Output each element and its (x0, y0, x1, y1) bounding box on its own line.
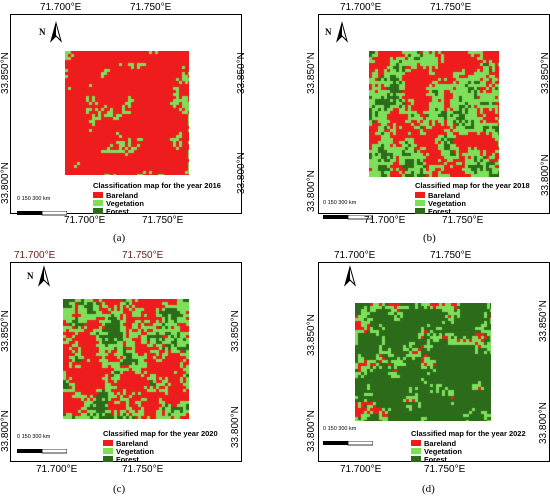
panel-d: N Classified map for the year 2022 Barel… (318, 262, 550, 464)
legend-vegetation: Vegetation (428, 198, 466, 208)
legend-vegetation: Vegetation (116, 446, 154, 456)
legend-forest: Forest (106, 206, 129, 216)
north-label: N (39, 27, 46, 37)
lat-left-2: 33.800°N (306, 410, 317, 452)
lon-bottom-1: 71.700°E (340, 464, 382, 475)
lat-left-2: 33.800°N (0, 410, 11, 452)
scale-labels: 0 150 300 km (323, 200, 357, 206)
forest-swatch (411, 456, 421, 462)
legend-bareland: Bareland (428, 190, 461, 200)
scale-labels: 0 150 300 km (323, 426, 357, 432)
lon-top-2: 71.750°E (430, 250, 472, 261)
map-raster (63, 299, 189, 419)
classification-map (65, 51, 189, 175)
lat-left-1: 33.850°N (306, 52, 317, 94)
bareland-swatch (103, 440, 113, 446)
caption-b: (b) (423, 232, 436, 244)
caption-d: (d) (422, 483, 435, 495)
bareland-swatch (93, 192, 103, 198)
lat-right-2: 33.800°N (540, 154, 550, 196)
lat-left-1: 33.850°N (306, 314, 317, 356)
scale-labels: 0 150 300 km (17, 196, 51, 202)
forest-swatch (103, 456, 113, 462)
lon-bottom-2: 71.750°E (424, 464, 466, 475)
legend-vegetation: Vegetation (424, 446, 462, 456)
legend-title: Classified map for the year 2018 (415, 181, 530, 190)
lat-right-2: 33.800°N (230, 406, 241, 448)
lon-bottom-2: 71.750°E (122, 464, 164, 475)
legend-forest: Forest (424, 454, 447, 464)
caption-a: (a) (113, 232, 126, 244)
classification-map (355, 303, 491, 421)
north-label: N (325, 27, 332, 37)
map-legend: Classified map for the year 2022 Barelan… (411, 429, 526, 464)
lon-top-1: 71.700°E (14, 250, 56, 261)
lon-bottom-2: 71.750°E (442, 215, 484, 226)
lat-left-1: 33.850°N (0, 52, 11, 94)
bareland-swatch (411, 440, 421, 446)
legend-title: Classification map for the year 2016 (93, 181, 221, 190)
forest-swatch (93, 208, 103, 214)
lon-bottom-1: 71.700°E (64, 215, 106, 226)
legend-forest: Forest (428, 206, 451, 216)
lat-right-1: 33.850°N (540, 52, 550, 94)
lon-bottom-1: 71.700°E (36, 464, 78, 475)
north-arrow-icon: N (39, 21, 65, 43)
legend-bareland: Bareland (106, 190, 139, 200)
legend-vegetation: Vegetation (106, 198, 144, 208)
vegetation-swatch (103, 448, 113, 454)
legend-forest: Forest (116, 454, 139, 464)
map-legend: Classification map for the year 2016 Bar… (93, 181, 221, 216)
lat-right-1: 33.850°N (538, 300, 549, 342)
scale-bar (323, 433, 374, 451)
north-arrow-icon: N (27, 265, 53, 287)
lat-right-1: 33.850°N (230, 310, 241, 352)
north-label: N (27, 271, 34, 281)
north-arrow-icon: N (337, 265, 363, 287)
map-legend: Classified map for the year 2020 Barelan… (103, 429, 218, 464)
legend-bareland: Bareland (424, 438, 457, 448)
caption-c: (c) (113, 483, 126, 495)
lon-top-1: 71.700°E (340, 2, 382, 13)
classification-map (63, 299, 189, 419)
scale-bar (17, 203, 68, 221)
lat-left-2: 33.800°N (306, 170, 317, 212)
lon-top-2: 71.750°E (430, 2, 472, 13)
vegetation-swatch (411, 448, 421, 454)
map-raster (65, 51, 189, 175)
lon-bottom-1: 71.700°E (364, 215, 406, 226)
forest-swatch (415, 208, 425, 214)
north-arrow-icon: N (325, 21, 351, 43)
lat-right-1: 33.850°N (236, 52, 247, 94)
vegetation-swatch (93, 200, 103, 206)
lon-top-1: 71.700°E (40, 2, 82, 13)
lat-right-2: 33.800°N (236, 152, 247, 194)
scale-bar (17, 441, 68, 459)
panel-c: N Classified map for the year 2020 Barel… (10, 262, 242, 464)
scale-labels: 0 150 300 km (17, 434, 51, 440)
map-raster (369, 51, 499, 177)
legend-title: Classified map for the year 2022 (411, 429, 526, 438)
map-raster (355, 303, 491, 421)
lat-right-2: 33.800°N (538, 402, 549, 444)
lat-left-2: 33.800°N (0, 162, 11, 204)
lon-top-2: 71.750°E (130, 2, 172, 13)
classification-map (369, 51, 499, 177)
lon-top-1: 71.700°E (334, 250, 376, 261)
lon-bottom-2: 71.750°E (142, 215, 184, 226)
bareland-swatch (415, 192, 425, 198)
vegetation-swatch (415, 200, 425, 206)
panel-a: N Classification map for the year 2016 B… (10, 14, 242, 216)
legend-title: Classified map for the year 2020 (103, 429, 218, 438)
lat-left-1: 33.850°N (0, 310, 11, 352)
map-legend: Classified map for the year 2018 Barelan… (415, 181, 530, 216)
legend-bareland: Bareland (116, 438, 149, 448)
panel-b: N Classified map for the year 2018 Barel… (318, 14, 550, 220)
lon-top-2: 71.750°E (122, 250, 164, 261)
